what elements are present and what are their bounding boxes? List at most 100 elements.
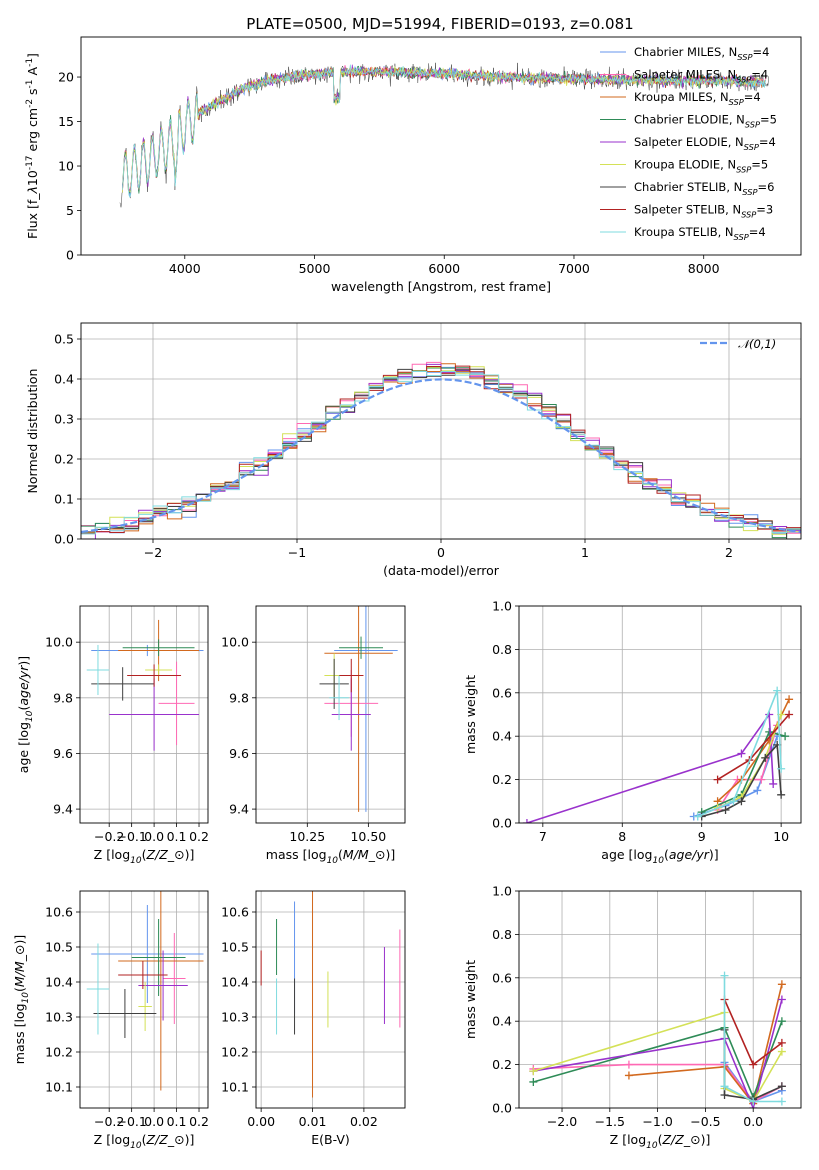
weight_vs_Z-point-marker bbox=[777, 980, 786, 989]
spectrum-ytick-label: 5 bbox=[66, 203, 74, 218]
residuals-ylabel: Normed distribution bbox=[25, 369, 40, 494]
weight_vs_age-point-marker bbox=[713, 775, 722, 784]
weight_vs_Z-xtick-label: −2.0 bbox=[547, 1114, 577, 1129]
weight_vs_age-ytick-label: 0.6 bbox=[492, 685, 512, 700]
mass_vs_Z-ylabel: mass [log10(M/M_⊙)] bbox=[12, 935, 31, 1064]
mass_vs_ebv-ytick-label: 10.6 bbox=[221, 905, 249, 920]
weight_vs_age-point-marker bbox=[693, 812, 702, 821]
weight_vs_Z-xtick-label: −0.5 bbox=[690, 1114, 720, 1129]
spectrum-ytick-label: 20 bbox=[58, 70, 74, 85]
weight_vs_Z-ytick-label: 0.8 bbox=[492, 927, 512, 942]
age_vs_mass-ytick-label: 10.0 bbox=[221, 635, 249, 650]
mass_vs_Z-xtick-label: 0.1 bbox=[167, 1114, 187, 1129]
weight_vs_age-ytick-label: 0.8 bbox=[492, 642, 512, 657]
spectrum-legend-label: Salpeter STELIB, NSSP=3 bbox=[634, 203, 773, 220]
spectrum-ytick-label: 0 bbox=[66, 248, 74, 263]
residuals-legend-label: 𝒩(0,1) bbox=[738, 337, 776, 351]
residuals-xtick-label: 2 bbox=[725, 545, 733, 560]
mass_vs_Z-plot-area bbox=[86, 891, 204, 1091]
weight_vs_Z-ytick-label: 0.4 bbox=[492, 1014, 512, 1029]
weight_vs_age-ytick-label: 0.2 bbox=[492, 772, 512, 787]
age_vs_mass-xtick-label: 10.50 bbox=[350, 829, 386, 844]
weight_vs_age-xlabel: age [log10(age/yr)] bbox=[601, 847, 718, 866]
spectrum-plot-area bbox=[119, 62, 769, 208]
weight_vs_Z-series-line bbox=[723, 975, 782, 1103]
mass_vs_Z-xtick-label: 0.0 bbox=[144, 1114, 164, 1129]
spectrum-legend-label: Kroupa MILES, NSSP=4 bbox=[634, 90, 761, 107]
spectrum-legend-label: Salpeter MILES, NSSP=4 bbox=[634, 68, 768, 85]
weight_vs_age-point-marker bbox=[721, 805, 730, 814]
weight_vs_age-xtick-label: 10 bbox=[773, 829, 789, 844]
weight_vs_Z-point-marker bbox=[777, 1082, 786, 1091]
weight_vs_Z-point-marker bbox=[624, 1071, 633, 1080]
weight_vs_age-ytick-label: 1.0 bbox=[492, 599, 512, 614]
mass_vs_ebv-panel: 0.00 0.01 0.02 10.1 10.2 10.3 10.4 10.5 10.6 E(B-… bbox=[221, 890, 406, 1147]
residuals-panel: −2 −1 0 1 2 0.0 0.1 0.2 0.3 0.4 0.5 (data-model)/er… bbox=[25, 322, 802, 578]
weight_vs_age-xtick-label: 8 bbox=[618, 829, 626, 844]
spectrum-legend-label: Kroupa ELODIE, NSSP=5 bbox=[634, 158, 768, 175]
weight_vs_age-panel: 7 8 9 10 0.0 0.2 0.4 0.6 0.8 1.0 age [log10(age/yr… bbox=[463, 599, 802, 866]
spectrum-series-line bbox=[122, 65, 766, 195]
residuals-normal-curve bbox=[81, 378, 801, 534]
weight_vs_age-point-marker bbox=[777, 790, 786, 799]
mass_vs_Z-xlabel: Z [log10(Z/Z_⊙)] bbox=[94, 1132, 195, 1151]
mass_vs_Z-ytick-label: 10.5 bbox=[45, 940, 73, 955]
weight_vs_Z-ylabel: mass weight bbox=[463, 960, 478, 1039]
weight_vs_age-point-marker bbox=[737, 749, 746, 758]
weight_vs_Z-panel: −2.0 −1.5 −1.0 −0.5 0.0 0.0 0.2 0.4 0.6 0.8 1.0 Z [… bbox=[463, 884, 802, 1151]
age_vs_mass-ytick-label: 9.8 bbox=[229, 690, 249, 705]
weight_vs_age-point-marker bbox=[777, 764, 786, 773]
residuals-xtick-label: −1 bbox=[288, 545, 306, 560]
mass_vs_ebv-ytick-label: 10.4 bbox=[221, 975, 249, 990]
residuals-xtick-label: −2 bbox=[144, 545, 162, 560]
weight_vs_age-series-line bbox=[697, 690, 782, 818]
age_vs_Z-panel: −0.2−0.10.0 0.1 0.2 9.4 9.6 9.8 10.0 Z [log10(Z… bbox=[16, 605, 209, 866]
spectrum-series-line bbox=[122, 65, 766, 198]
weight_vs_Z-point-marker bbox=[529, 1077, 538, 1086]
residuals-xtick-label: 1 bbox=[581, 545, 589, 560]
spectrum-legend: Chabrier MILES, NSSP=4 Salpeter MILES, NS… bbox=[600, 45, 777, 242]
weight_vs_age-series-line bbox=[526, 712, 774, 823]
mass_vs_ebv-ytick-label: 10.3 bbox=[221, 1010, 249, 1025]
weight_vs_Z-point-marker bbox=[720, 971, 729, 980]
weight_vs_age-point-marker bbox=[757, 775, 766, 784]
age_vs_mass-ytick-label: 9.4 bbox=[229, 802, 249, 817]
residuals-xlabel: (data-model)/error bbox=[383, 563, 500, 578]
weight_vs_Z-ytick-label: 0.0 bbox=[492, 1101, 512, 1116]
spectrum-ytick-label: 10 bbox=[58, 159, 74, 174]
mass_vs_ebv-frame bbox=[255, 890, 406, 1109]
spectrum-legend-label: Chabrier MILES, NSSP=4 bbox=[634, 45, 769, 62]
mass_vs_Z-xtick-label: 0.2 bbox=[189, 1114, 209, 1129]
weight_vs_age-point-marker bbox=[781, 732, 790, 741]
weight_vs_Z-xtick-label: −1.0 bbox=[642, 1114, 672, 1129]
weight_vs_Z-point-marker bbox=[777, 1047, 786, 1056]
residuals-ytick-label: 0.3 bbox=[54, 412, 74, 427]
spectrum-xtick-label: 8000 bbox=[688, 261, 720, 276]
mass_vs_ebv-ytick-label: 10.1 bbox=[221, 1080, 249, 1095]
mass_vs_ebv-xtick-label: 0.02 bbox=[350, 1114, 378, 1129]
age_vs_Z-ylabel: age [log10(age/yr)] bbox=[16, 656, 35, 773]
weight_vs_Z-xtick-label: −1.5 bbox=[595, 1114, 625, 1129]
residuals-histogram-step bbox=[81, 371, 801, 535]
weight_vs_age-point-marker bbox=[737, 797, 746, 806]
spectrum-series-line bbox=[122, 65, 766, 195]
spectrum-series-line bbox=[122, 66, 766, 194]
age_vs_mass-ytick-label: 9.6 bbox=[229, 746, 249, 761]
weight_vs_age-point-marker bbox=[753, 786, 762, 795]
age_vs_Z-ytick-label: 9.4 bbox=[53, 802, 73, 817]
spectrum-xtick-label: 7000 bbox=[558, 261, 590, 276]
residuals-plot-area bbox=[81, 361, 801, 539]
spectrum-legend-label: Salpeter ELODIE, NSSP=4 bbox=[634, 135, 776, 152]
mass_vs_ebv-plot-area bbox=[260, 891, 401, 1098]
figure-title: PLATE=0500, MJD=51994, FIBERID=0193, z=0… bbox=[246, 15, 633, 33]
weight_vs_Z-frame bbox=[518, 890, 802, 1109]
weight_vs_age-point-marker bbox=[769, 779, 778, 788]
weight_vs_age-frame bbox=[518, 605, 802, 824]
weight_vs_age-plot-area bbox=[522, 686, 794, 823]
weight_vs_Z-xtick-label: 0.0 bbox=[743, 1114, 763, 1129]
mass_vs_Z-panel: −0.2−0.10.0 0.1 0.2 10.1 10.2 10.3 10.4 10.5 10.… bbox=[12, 890, 209, 1151]
spectrum-legend-label: Chabrier STELIB, NSSP=6 bbox=[634, 180, 774, 197]
mass_vs_Z-xtick-label: −0.2 bbox=[94, 1114, 124, 1129]
residuals-ytick-label: 0.0 bbox=[54, 532, 74, 547]
